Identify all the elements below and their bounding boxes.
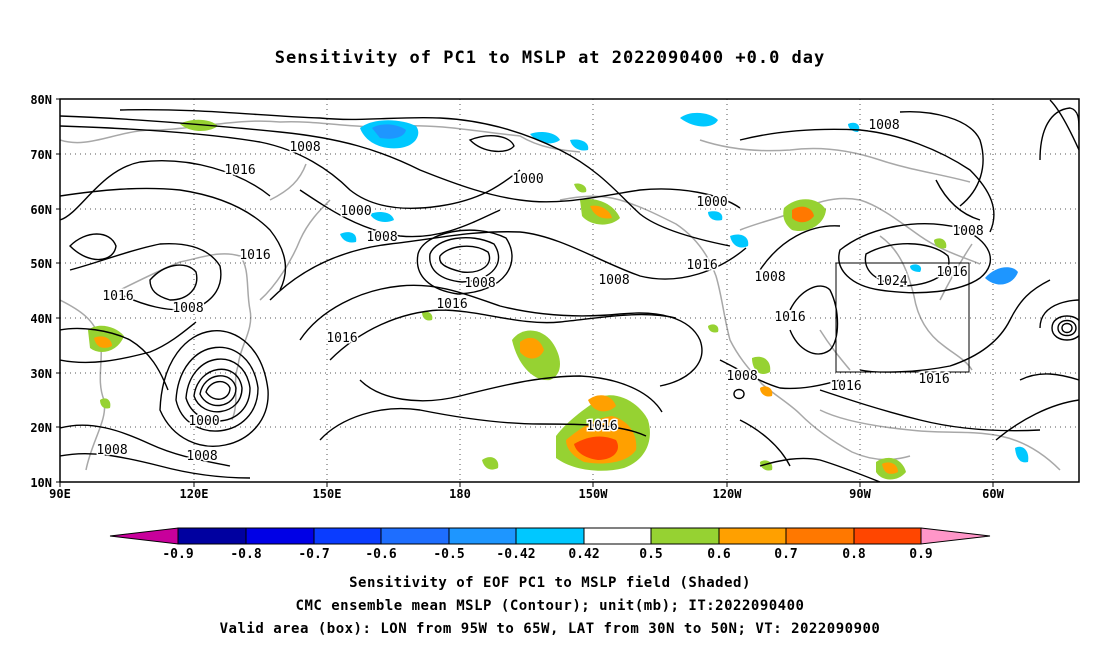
sensitivity-shading	[88, 112, 1029, 480]
lon-label: 90E	[49, 487, 71, 501]
contour-label: 1008	[598, 273, 629, 288]
colorbar-box	[313, 527, 382, 545]
colorbar-low-arrow	[109, 527, 179, 545]
contour-label: 1000	[188, 414, 219, 429]
lat-label: 70N	[30, 148, 52, 162]
colorbar-label: -0.7	[298, 547, 329, 562]
caption-shading: Sensitivity of EOF PC1 to MSLP field (Sh…	[349, 575, 751, 591]
lon-label: 180	[449, 487, 471, 501]
valid-area-box	[835, 262, 970, 373]
colorbar-label: 0.5	[639, 547, 662, 562]
contour-label: 1008	[172, 301, 203, 316]
colorbar-box	[380, 527, 450, 545]
lat-label: 60N	[30, 203, 52, 217]
contour-label: 1016	[918, 372, 949, 387]
lon-label: 120E	[180, 487, 209, 501]
colorbar-box	[177, 527, 247, 545]
colorbar-label: -0.5	[433, 547, 464, 562]
lat-label: 50N	[30, 257, 52, 271]
colorbar-box	[245, 527, 315, 545]
plot-title: Sensitivity of PC1 to MSLP at 2022090400…	[274, 48, 826, 68]
contour-label: 1008	[754, 270, 785, 285]
contour-label: 1016	[102, 289, 133, 304]
contour-label: 1016	[239, 248, 270, 263]
lon-label: 60W	[982, 487, 1004, 501]
contour-label: 1016	[224, 163, 255, 178]
contour-label: 1008	[96, 443, 127, 458]
contour-label: 1016	[326, 331, 357, 346]
lon-label: 150W	[579, 487, 609, 501]
contour-label: 1000	[340, 204, 371, 219]
colorbar-label: 0.8	[842, 547, 866, 562]
colorbar-box	[718, 527, 787, 545]
caption-contour: CMC ensemble mean MSLP (Contour); unit(m…	[295, 598, 805, 614]
colorbar-label: -0.8	[230, 547, 261, 562]
colorbar-box	[853, 527, 922, 545]
lon-label: 90W	[849, 487, 871, 501]
colorbar-high-arrow	[920, 527, 991, 545]
colorbar-label: 0.42	[568, 547, 599, 562]
colorbar-label: -0.9	[162, 547, 193, 562]
colorbar-label: 0.9	[909, 547, 932, 562]
contour-label: 1016	[436, 297, 467, 312]
lat-tick-marks	[56, 98, 60, 483]
colorbar-label: -0.42	[496, 547, 535, 562]
contour-label: 1000	[512, 172, 543, 187]
lon-tick-marks	[59, 482, 994, 487]
contour-label: 1008	[726, 369, 757, 384]
lat-label: 30N	[30, 367, 52, 381]
lat-label: 10N	[30, 476, 52, 490]
lon-label: 150E	[313, 487, 342, 501]
colorbar-box	[785, 527, 855, 545]
contour-label: 1024	[876, 274, 907, 289]
colorbar-box	[583, 527, 652, 545]
colorbar-label: 0.6	[707, 547, 731, 562]
contour-label: 1016	[936, 265, 967, 280]
contour-label: 1000	[696, 195, 727, 210]
contour-label: 1008	[868, 118, 899, 133]
contour-label: 1008	[952, 224, 983, 239]
contour-label: 1008	[464, 276, 495, 291]
lat-label: 40N	[30, 312, 52, 326]
colorbar-box	[448, 527, 517, 545]
colorbar-label: 0.7	[774, 547, 797, 562]
colorbar-label: -0.6	[365, 547, 396, 562]
map-frame	[59, 98, 1080, 483]
contour-label: 1016	[586, 419, 617, 434]
contour-label: 1016	[830, 379, 861, 394]
colorbar-box	[515, 527, 585, 545]
contour-label: 1008	[186, 449, 217, 464]
contour-label: 1016	[686, 258, 717, 273]
colorbar-box	[650, 527, 720, 545]
lat-label: 20N	[30, 421, 52, 435]
map-panel: 80N 70N 60N 50N 40N 30N 20N 10N 90E 120E…	[30, 93, 1080, 562]
colorbar	[109, 527, 991, 545]
lat-label: 80N	[30, 93, 52, 107]
contour-label: 1008	[289, 140, 320, 155]
lon-label: 120W	[713, 487, 743, 501]
mslp-contours	[60, 99, 1079, 482]
caption-valid-area: Valid area (box): LON from 95W to 65W, L…	[219, 621, 881, 637]
contour-label: 1008	[366, 230, 397, 245]
contour-label: 1016	[774, 310, 805, 325]
